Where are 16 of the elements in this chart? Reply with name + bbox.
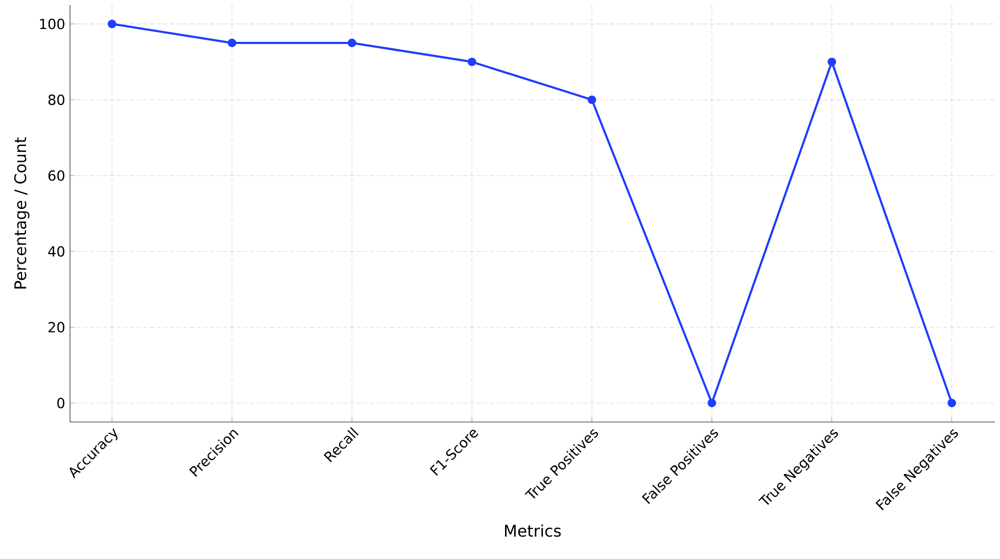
point: [468, 58, 476, 66]
y-tick-label: 100: [40, 18, 64, 30]
y-axis-title: Percentage / Count: [14, 137, 30, 288]
y-tick-label: 60: [48, 170, 64, 181]
y-tick-label: 40: [48, 246, 64, 257]
point: [828, 58, 836, 66]
y-tick-label: 80: [48, 94, 64, 106]
x-axis-title: Metrics: [505, 524, 561, 537]
y-tick-label: 0: [57, 398, 64, 408]
point: [708, 398, 716, 408]
point: [228, 38, 236, 48]
y-tick-label: 20: [48, 322, 64, 332]
point: [348, 38, 356, 48]
point: [948, 398, 956, 408]
point: [108, 20, 116, 28]
point: [588, 95, 596, 104]
